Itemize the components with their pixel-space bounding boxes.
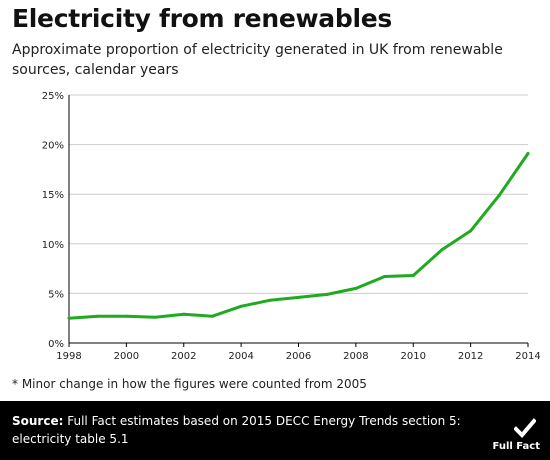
x-tick-label: 2006 xyxy=(286,351,311,362)
x-tick-label: 2012 xyxy=(458,351,483,362)
source-body: Full Fact estimates based on 2015 DECC E… xyxy=(12,414,461,446)
full-fact-logo: Full Fact xyxy=(492,412,540,452)
source-label: Source: xyxy=(12,414,64,428)
x-tick-label: 2002 xyxy=(171,351,196,362)
data-point xyxy=(268,298,272,302)
data-point xyxy=(153,315,157,319)
data-point xyxy=(239,304,243,308)
y-tick-label: 10% xyxy=(42,240,64,251)
data-point xyxy=(325,292,329,296)
footnote: * Minor change in how the figures were c… xyxy=(12,377,367,391)
source-text: Source: Full Fact estimates based on 201… xyxy=(12,412,462,448)
data-point xyxy=(526,152,530,156)
data-point xyxy=(497,193,501,197)
data-point xyxy=(182,312,186,316)
x-axis-ticks: 1998 2000 2002 2004 2006 2008 2010 2012 2014 xyxy=(56,343,541,362)
data-point xyxy=(440,248,444,252)
data-point xyxy=(96,314,100,318)
data-point xyxy=(469,229,473,233)
logo-text: Full Fact xyxy=(492,441,541,452)
data-point xyxy=(297,295,300,299)
x-tick-label: 2010 xyxy=(401,351,426,362)
data-point xyxy=(354,286,358,290)
y-tick-label: 25% xyxy=(42,91,64,102)
x-tick-label: 2014 xyxy=(515,351,540,362)
data-point xyxy=(383,275,387,279)
line-chart: 0% 5% 10% 15% 20% 25% 1998 2000 2002 2004 2006 200… xyxy=(42,91,541,362)
data-point xyxy=(411,274,415,278)
x-tick-label: 2000 xyxy=(114,351,139,362)
data-point xyxy=(67,316,71,320)
x-tick-label: 2008 xyxy=(343,351,368,362)
y-axis-ticks: 0% 5% 10% 15% 20% 25% xyxy=(42,91,64,350)
source-footer: Source: Full Fact estimates based on 201… xyxy=(0,401,550,460)
data-point xyxy=(124,314,128,318)
chart-subtitle: Approximate proportion of electricity ge… xyxy=(12,42,503,78)
data-point xyxy=(210,314,214,318)
series-layer xyxy=(67,152,530,320)
gridlines xyxy=(68,94,528,344)
y-tick-label: 20% xyxy=(42,141,64,152)
y-tick-label: 0% xyxy=(48,339,64,350)
y-tick-label: 5% xyxy=(48,289,64,300)
tick-icon xyxy=(514,418,536,438)
chart-title: Electricity from renewables xyxy=(12,4,392,33)
x-tick-label: 2004 xyxy=(228,351,253,362)
x-tick-label: 1998 xyxy=(56,351,81,362)
y-tick-label: 15% xyxy=(42,190,64,201)
